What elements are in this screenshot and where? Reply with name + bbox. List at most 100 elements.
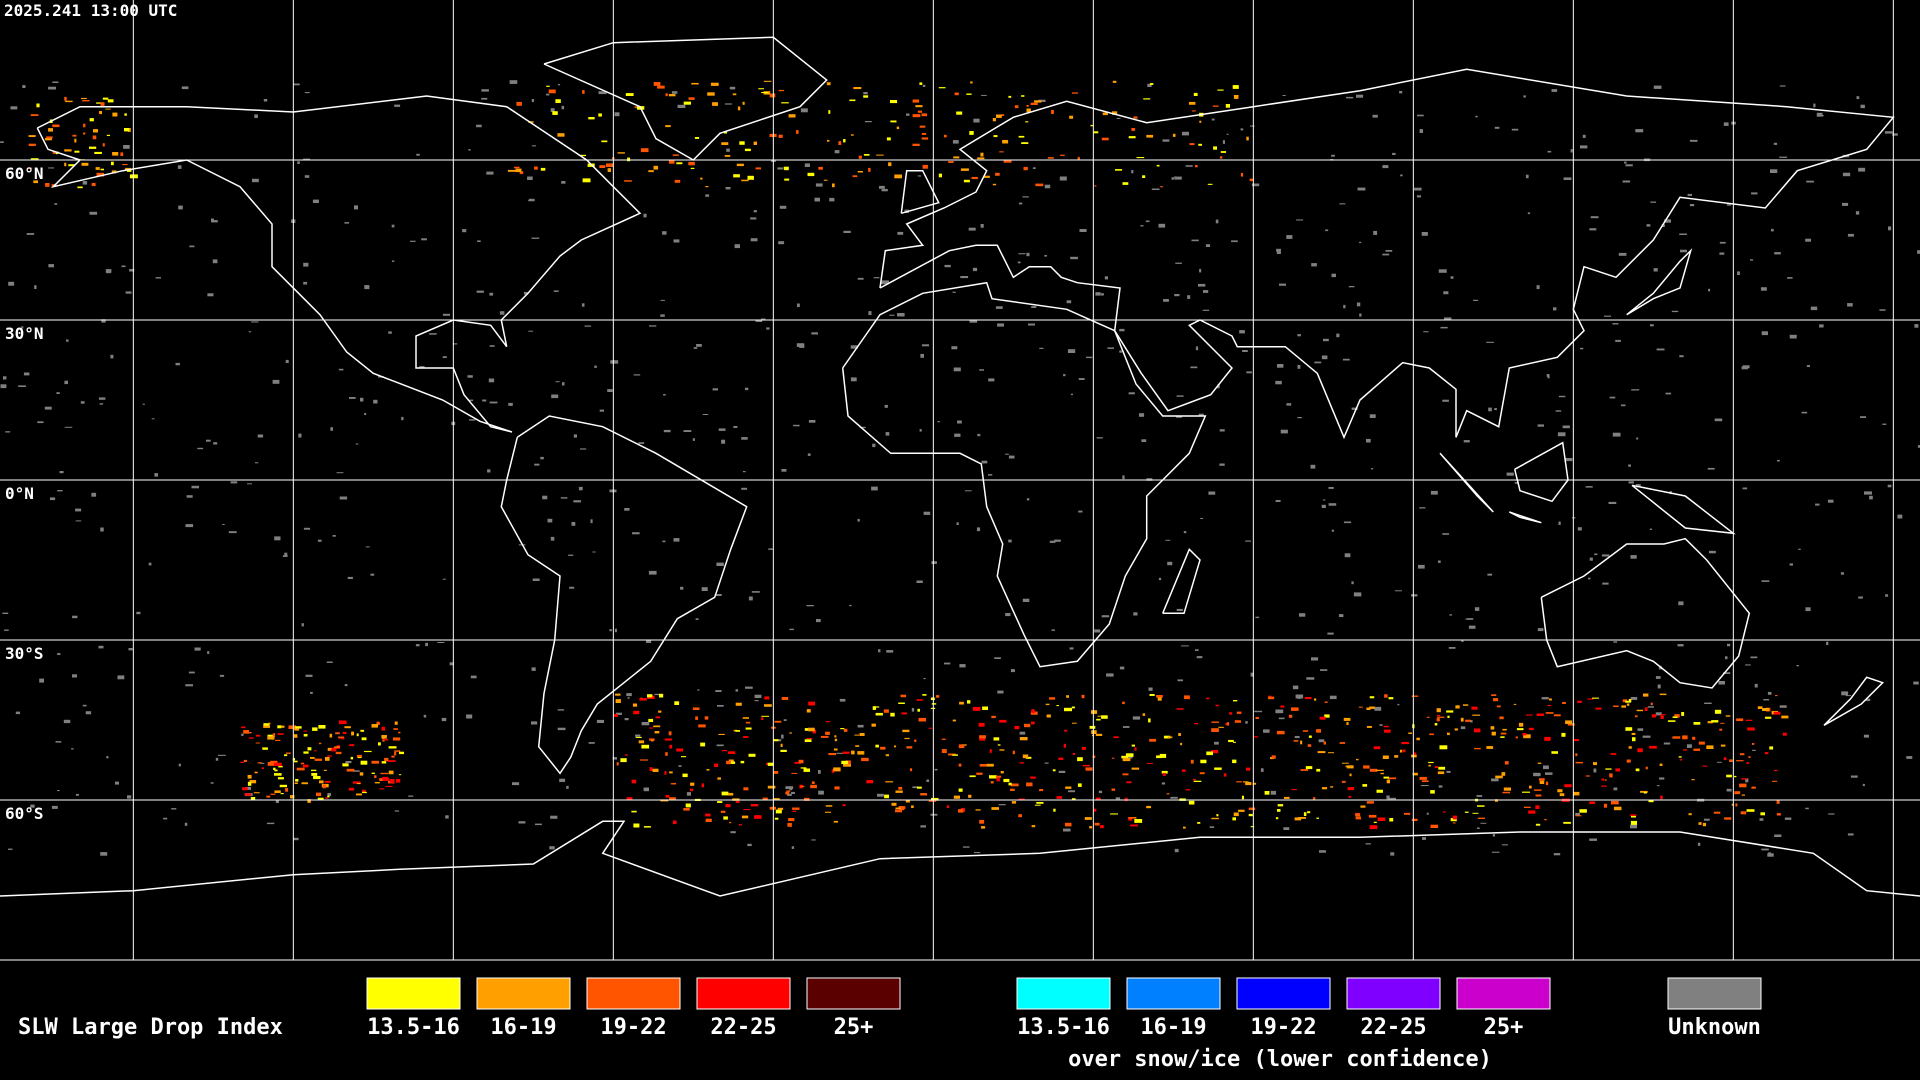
cloud-pixel: [1255, 716, 1259, 719]
cloud-pixel: [356, 755, 362, 758]
cloud-pixel: [977, 433, 981, 437]
cloud-pixel: [277, 777, 284, 780]
cloud-pixel: [698, 724, 706, 728]
cloud-pixel: [1263, 729, 1270, 733]
cloud-pixel: [1066, 300, 1072, 304]
cloud-pixel: [569, 586, 575, 589]
cloud-pixel: [1035, 183, 1044, 187]
cloud-pixel: [1018, 253, 1026, 255]
cloud-pixel: [317, 797, 324, 800]
cloud-pixel: [751, 591, 760, 593]
cloud-pixel: [649, 727, 654, 729]
cloud-pixel: [897, 231, 904, 235]
cloud-pixel: [917, 110, 922, 113]
cloud-pixel: [1404, 812, 1411, 815]
cloud-pixel: [1219, 156, 1223, 159]
cloud-pixel: [626, 693, 632, 697]
cloud-pixel: [825, 805, 833, 807]
cloud-pixel: [1592, 697, 1599, 699]
cloud-pixel: [449, 662, 454, 666]
cloud-pixel: [1246, 767, 1251, 771]
cloud-pixel: [312, 199, 319, 203]
cloud-pixel: [1084, 817, 1092, 820]
cloud-pixel: [52, 81, 59, 83]
cloud-pixel: [1167, 736, 1173, 739]
cloud-pixel: [1438, 269, 1447, 273]
cloud-pixel: [1264, 791, 1270, 795]
cloud-pixel: [1746, 809, 1755, 812]
cloud-pixel: [1167, 561, 1173, 566]
cloud-pixel: [747, 843, 752, 847]
cloud-pixel: [871, 723, 876, 727]
cloud-pixel: [72, 615, 78, 619]
cloud-pixel: [1609, 773, 1613, 778]
cloud-pixel: [1575, 815, 1582, 817]
cloud-pixel: [1906, 756, 1913, 759]
cloud-pixel: [277, 725, 282, 729]
cloud-pixel: [1775, 695, 1778, 697]
cloud-pixel: [592, 551, 596, 553]
cloud-pixel: [997, 690, 1004, 694]
cloud-pixel: [1463, 704, 1469, 706]
cloud-pixel: [995, 775, 1002, 778]
cloud-pixel: [36, 103, 40, 108]
cloud-pixel: [292, 758, 295, 761]
cloud-pixel: [1739, 783, 1747, 788]
cloud-pixel: [1323, 338, 1329, 342]
cloud-pixel: [778, 89, 785, 92]
cloud-pixel: [72, 134, 77, 137]
cloud-pixel: [937, 421, 940, 423]
cloud-pixel: [641, 744, 650, 749]
cloud-pixel: [1399, 749, 1403, 753]
cloud-pixel: [80, 401, 85, 404]
cloud-pixel: [735, 730, 740, 732]
cloud-pixel: [1091, 710, 1098, 714]
cloud-pixel: [1736, 718, 1744, 722]
cloud-pixel: [100, 102, 105, 106]
cloud-pixel: [1847, 833, 1854, 836]
cloud-pixel: [833, 748, 838, 751]
cloud-pixel: [1222, 140, 1225, 144]
cloud-pixel: [1372, 114, 1378, 118]
cloud-pixel: [989, 749, 992, 753]
cloud-pixel: [1411, 695, 1419, 697]
cloud-pixel: [827, 139, 830, 142]
cloud-pixel: [295, 779, 299, 782]
cloud-pixel: [275, 800, 279, 803]
cloud-pixel: [951, 346, 958, 350]
cloud-pixel: [677, 104, 686, 108]
cloud-pixel: [288, 725, 296, 729]
cloud-pixel: [1781, 715, 1789, 719]
cloud-pixel: [1442, 399, 1449, 402]
cloud-pixel: [857, 751, 865, 755]
cloud-pixel: [669, 744, 673, 749]
cloud-pixel: [917, 786, 922, 789]
cloud-pixel: [1631, 389, 1640, 391]
cloud-pixel: [542, 495, 548, 500]
cloud-pixel: [1347, 787, 1355, 791]
cloud-pixel: [1176, 708, 1184, 710]
cloud-pixel: [1232, 759, 1237, 764]
cloud-pixel: [100, 168, 104, 171]
cloud-pixel: [980, 152, 984, 157]
cloud-pixel: [1072, 752, 1076, 755]
cloud-pixel: [1464, 811, 1469, 813]
cloud-pixel: [784, 178, 790, 181]
cloud-pixel: [625, 754, 628, 756]
cloud-pixel: [263, 723, 270, 727]
cloud-pixel: [1318, 739, 1325, 743]
cloud-pixel: [1731, 803, 1734, 806]
cloud-pixel: [128, 648, 133, 651]
cloud-pixel: [1373, 230, 1378, 235]
cloud-pixel: [1001, 114, 1005, 116]
cloud-pixel: [717, 705, 724, 707]
cloud-pixel: [590, 519, 593, 524]
cloud-pixel: [314, 758, 322, 761]
cloud-pixel: [1085, 767, 1093, 771]
cloud-pixel: [1226, 722, 1230, 726]
cloud-pixel: [1034, 100, 1042, 103]
cloud-pixel: [1036, 802, 1044, 804]
cloud-pixel: [1535, 823, 1541, 826]
cloud-pixel: [648, 570, 657, 575]
cloud-pixel: [1486, 341, 1494, 343]
